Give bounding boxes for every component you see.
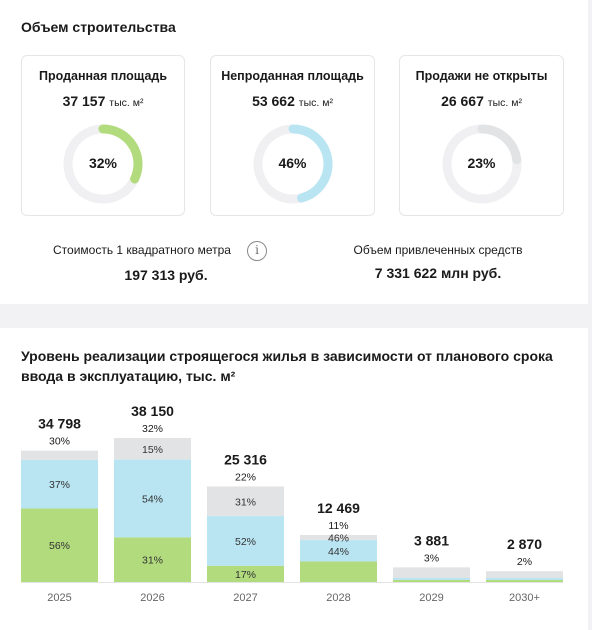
donut-unsold: [253, 124, 332, 204]
bar-top-percent-label: 2%: [517, 556, 532, 568]
bar-segment-sold: [21, 508, 98, 582]
bar-segment-unsold: [207, 516, 284, 566]
segment-label: 37%: [49, 479, 70, 491]
x-tick-label: 2026: [140, 592, 164, 604]
bar-segment-not_open: [114, 438, 191, 460]
realization-chart: 56% 37% 30% 34 798 2025 31% 54% 15% 32% 38 150 202…: [21, 403, 563, 604]
card-sales-not-open: Продажи не открыты 26 667 тыс. м² 23%: [399, 55, 564, 216]
segment-label: 46%: [328, 532, 349, 544]
bar-top-percent-label: 22%: [235, 471, 256, 483]
bar-segment-not_open: [21, 450, 98, 460]
bar-segment-sold: [393, 580, 470, 582]
segment-label: 54%: [142, 493, 163, 505]
donut-arc: [63, 124, 143, 204]
bar-total-label: 38 150: [131, 403, 174, 419]
donut-percent: 23%: [467, 155, 496, 171]
bar-top-percent-label: 3%: [424, 552, 439, 564]
bar-total-label: 3 881: [414, 532, 449, 548]
card-title: Продажи не открыты: [415, 69, 548, 83]
donut-not-open: [442, 124, 521, 204]
bar-total-label: 2 870: [507, 536, 542, 552]
segment-label: 15%: [142, 444, 163, 456]
cost-per-sqm-value: 197 313 руб.: [124, 267, 208, 283]
segment-label: 52%: [235, 536, 256, 548]
segment-label: 17%: [235, 569, 256, 581]
bar-segment-not_open: [486, 571, 563, 582]
section-title: Объем строительства: [21, 19, 176, 35]
card-value: 37 157 тыс. м²: [62, 93, 144, 109]
bar-total-label: 34 798: [38, 416, 81, 432]
bar-top-percent-label: 11%: [328, 520, 348, 532]
bar-segment-unsold: [21, 459, 98, 509]
segment-label: 31%: [142, 555, 163, 567]
x-tick-label: 2029: [419, 592, 443, 604]
bar-segment-not_open: [207, 486, 284, 517]
segment-label: 56%: [49, 540, 70, 552]
x-tick-label: 2030+: [509, 592, 540, 604]
segment-label: 44%: [328, 546, 349, 558]
raised-funds-label: Объем привлеченных средств: [353, 243, 523, 257]
bar-top-percent-label: 32%: [142, 423, 163, 435]
donut-sold: [63, 124, 143, 204]
x-tick-label: 2027: [233, 592, 257, 604]
bar-segment-sold: [486, 580, 563, 582]
bar-segment-unsold: [114, 459, 191, 538]
bar-segment-sold: [300, 561, 377, 582]
bar-segment-sold: [114, 537, 191, 582]
chart-title-line-1: Уровень реализации строящегося жилья в з…: [21, 348, 553, 364]
bar-segment-unsold: [486, 578, 563, 580]
construction-volume-panel: Объем строительства Проданная площадь 37…: [0, 0, 588, 304]
card-value: 26 667 тыс. м²: [441, 93, 522, 109]
segment-label: 31%: [235, 496, 256, 508]
card-unsold-area: Непроданная площадь 53 662 тыс. м² 46%: [210, 55, 375, 216]
cost-per-sqm-label: Стоимость 1 квадратного метра: [53, 243, 231, 257]
bar-total-label: 12 469: [317, 500, 360, 516]
realization-panel: Уровень реализации строящегося жилья в з…: [0, 328, 588, 630]
donut-arc: [442, 124, 521, 204]
x-tick-label: 2025: [47, 592, 71, 604]
bar-segment-sold: [207, 565, 284, 582]
bar-top-percent-label: 30%: [49, 436, 70, 448]
donut-arc: [253, 124, 332, 204]
donut-percent: 32%: [88, 155, 118, 171]
card-sold-area: Проданная площадь 37 157 тыс. м² 32%: [21, 55, 185, 216]
bar-segment-not_open: [300, 534, 377, 541]
bar-segment-unsold: [300, 540, 377, 562]
card-value: 53 662 тыс. м²: [252, 93, 333, 109]
bar-segment-unsold: [393, 578, 470, 580]
card-title: Непроданная площадь: [221, 69, 364, 83]
raised-funds-value: 7 331 622 млн руб.: [374, 265, 502, 281]
donut-percent: 46%: [278, 155, 307, 171]
bar-total-label: 25 316: [224, 451, 267, 467]
info-icon[interactable]: i: [247, 241, 267, 261]
x-tick-label: 2028: [326, 592, 350, 604]
card-title: Проданная площадь: [38, 69, 168, 83]
chart-title-line-2: ввода в эксплуатацию, тыс. м²: [21, 368, 236, 384]
